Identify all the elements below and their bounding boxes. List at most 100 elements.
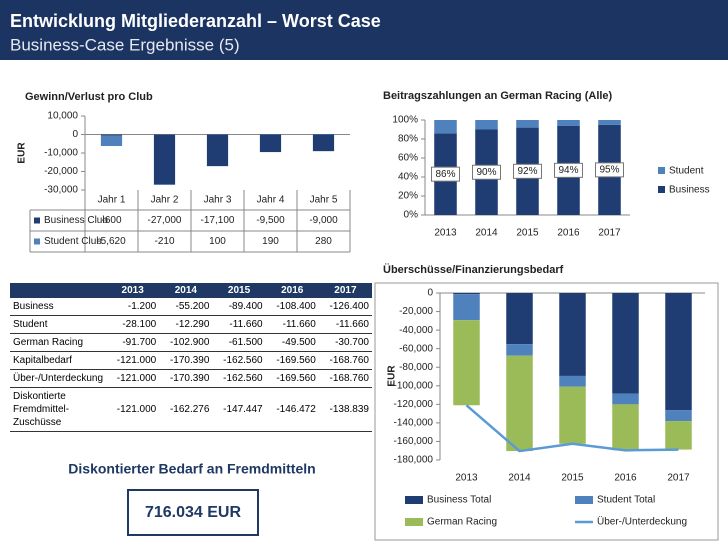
column-header: 2016: [265, 283, 319, 298]
bar: [453, 320, 480, 406]
cell: -28.100: [106, 315, 160, 334]
x-tick-label: 2013: [434, 228, 457, 239]
cell: -168.760: [318, 351, 372, 370]
row-label: Diskontierte Fremdmittel-Zuschüsse: [10, 387, 107, 432]
cell: -108.400: [265, 298, 319, 316]
cell: -11.660: [212, 315, 266, 334]
header-cell: [10, 283, 107, 298]
legend-key: [658, 186, 665, 193]
bar: [259, 134, 282, 153]
x-tick-label: Jahr 1: [98, 195, 126, 206]
header-band: [0, 0, 728, 60]
y-tick-label: -30,000: [44, 185, 78, 196]
value-label: -5,620: [97, 236, 126, 247]
y-tick-label: -140,000: [394, 418, 434, 429]
value-label: 280: [315, 236, 332, 247]
chart-frame: [374, 282, 719, 541]
chart-title: Beitragszahlungen an German Racing (Alle…: [383, 90, 613, 102]
x-tick-label: 2017: [667, 473, 690, 484]
y-tick-label: 0: [72, 129, 78, 140]
x-tick-label: Jahr 3: [204, 195, 232, 206]
cell: -102.900: [159, 333, 213, 352]
cell: -91.700: [106, 333, 160, 352]
y-tick-label: -180,000: [394, 455, 434, 466]
summary-label: Diskontierter Bedarf an Fremdmitteln: [68, 461, 315, 477]
bar: [434, 120, 457, 134]
cell: -162.276: [159, 387, 213, 432]
column-header: 2014: [159, 283, 213, 298]
cell: -147.447: [212, 387, 266, 432]
legend-label: Business Total: [427, 495, 491, 506]
legend-label: Student Club: [44, 236, 102, 247]
y-tick-label: -80,000: [399, 362, 433, 373]
x-tick-label: 2013: [455, 473, 478, 484]
cell: -126.400: [318, 298, 372, 316]
legend-label: Business Club: [44, 215, 108, 226]
y-tick-label: -40,000: [399, 325, 433, 336]
bar: [612, 404, 639, 451]
value-label: 95%: [599, 165, 619, 176]
legend-key: [405, 496, 423, 504]
legend-label: Business: [669, 185, 710, 196]
y-tick-label: 10,000: [47, 111, 78, 122]
title: Entwicklung Mitgliederanzahl – Worst Cas…: [10, 11, 381, 31]
legend-key: [34, 238, 40, 245]
bar: [453, 293, 480, 295]
x-tick-label: Jahr 4: [257, 195, 285, 206]
cell: -11.660: [265, 315, 319, 334]
cell: -169.560: [265, 351, 319, 370]
label-box: [595, 162, 624, 178]
bar: [475, 120, 498, 130]
legend-label: Student Total: [597, 495, 655, 506]
cell: -170.390: [159, 351, 213, 370]
y-tick-label: -10,000: [44, 148, 78, 159]
x-tick-label: 2014: [508, 473, 531, 484]
cell: -11.660: [318, 315, 372, 334]
legend-key: [34, 217, 40, 224]
x-tick-label: 2015: [516, 228, 539, 239]
value-label: -17,100: [201, 215, 235, 226]
table-row: Über-/Unterdeckung -121.000 -170.390 -162.5…: [10, 369, 372, 388]
y-tick-label: -20,000: [44, 166, 78, 177]
y-tick-label: -100,000: [394, 380, 434, 391]
value-label: 90%: [476, 167, 496, 178]
cell: -55.200: [159, 298, 213, 316]
cell: -138.839: [318, 387, 372, 432]
cell: -162.560: [212, 369, 266, 388]
value-label: 190: [262, 236, 279, 247]
table-row: Kapitalbedarf -121.000 -170.390 -162.560 -16…: [10, 351, 372, 370]
table-row: Student -28.100 -12.290 -11.660 -11.660 -11.6…: [10, 315, 372, 334]
row-label: Kapitalbedarf: [10, 351, 107, 370]
cell: -121.000: [106, 369, 160, 388]
cell: -30.700: [318, 333, 372, 352]
bar: [612, 393, 639, 405]
legend-key: [575, 496, 593, 504]
y-tick-label: 0%: [404, 210, 419, 221]
table-header: 2013 2014 2015 2016 2017: [10, 283, 372, 298]
summary-value: 716.034 EUR: [145, 504, 242, 521]
column-header: 2015: [212, 283, 266, 298]
chart-title: Überschüsse/Finanzierungsbedarf: [383, 263, 564, 276]
label-box: [431, 166, 460, 182]
y-tick-label: -20,000: [399, 306, 433, 317]
bar: [559, 386, 586, 444]
bar: [100, 134, 123, 136]
cell: -49.500: [265, 333, 319, 352]
chart-title: Gewinn/Verlust pro Club: [25, 91, 153, 103]
label-box: [554, 162, 583, 178]
summary-box: [127, 489, 259, 536]
bar: [559, 293, 586, 376]
table-row: Diskontierte Fremdmittel-Zuschüsse -121.0…: [10, 387, 372, 432]
value-label: 86%: [435, 169, 455, 180]
bar: [506, 293, 533, 345]
bar: [312, 134, 335, 152]
x-tick-label: 2014: [475, 228, 498, 239]
subtitle: Business-Case Ergebnisse (5): [10, 35, 240, 54]
cell: -170.390: [159, 369, 213, 388]
x-tick-label: Jahr 5: [310, 195, 338, 206]
value-label: -9,500: [256, 215, 285, 226]
x-tick-label: 2016: [557, 228, 580, 239]
y-axis-label: EUR: [387, 365, 398, 387]
